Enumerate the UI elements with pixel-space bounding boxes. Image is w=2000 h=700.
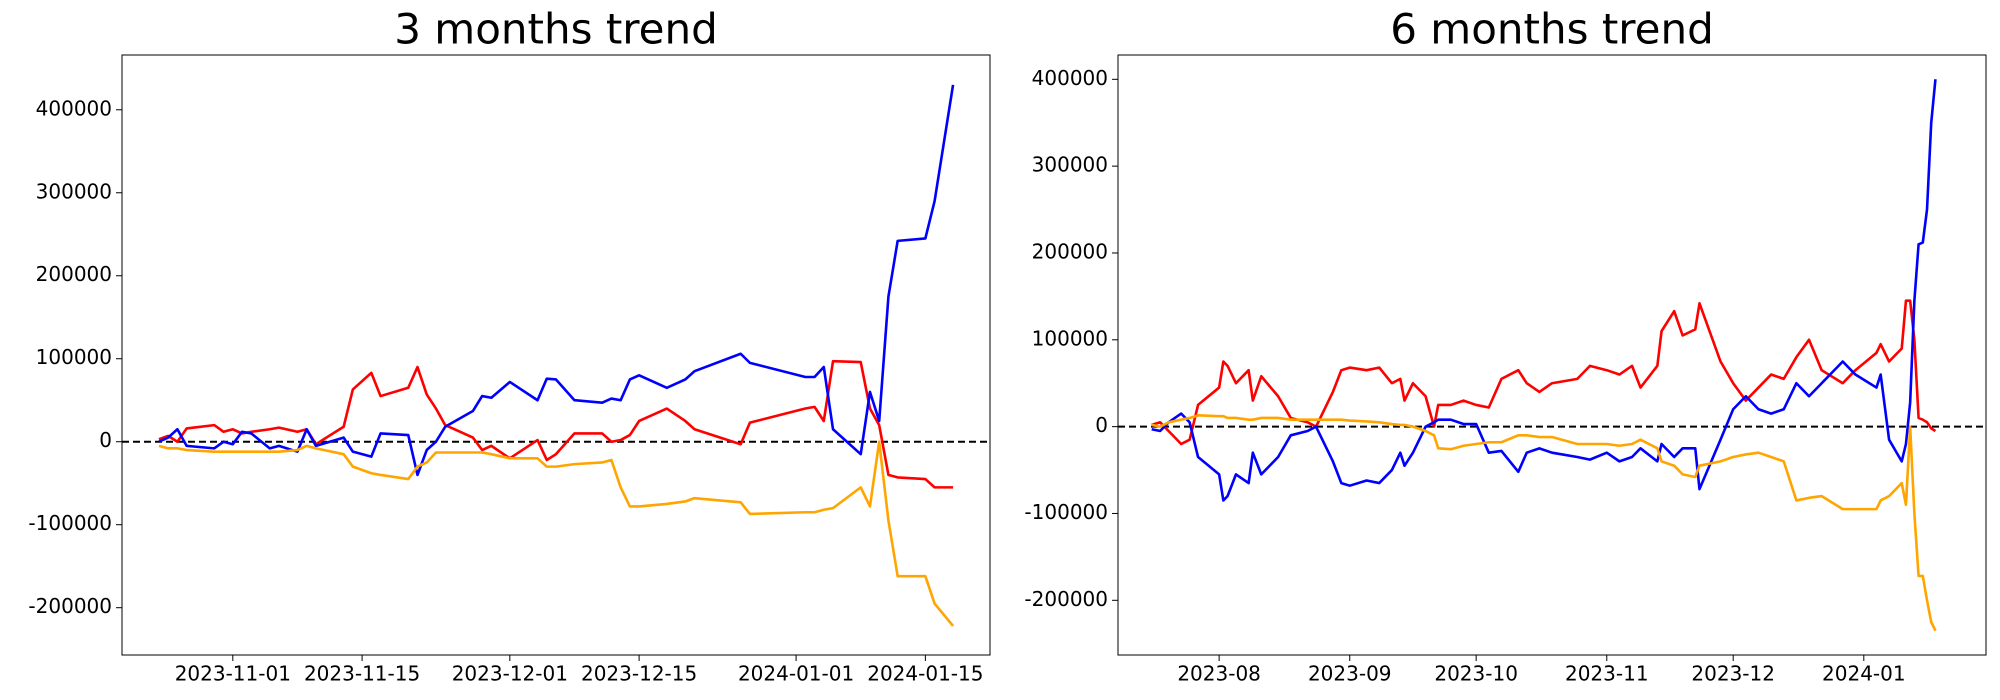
x-tick-label: 2023-09: [1308, 662, 1392, 686]
x-tick-label: 2023-12: [1691, 662, 1775, 686]
y-tick-label: 0: [99, 428, 112, 452]
y-tick-label: -200000: [1024, 587, 1108, 611]
y-tick-label: 0: [1095, 413, 1108, 437]
y-tick-label: -200000: [28, 594, 112, 618]
y-tick-label: 100000: [36, 345, 112, 369]
x-tick-label: 2023-08: [1177, 662, 1261, 686]
y-tick-label: 200000: [36, 262, 112, 286]
y-tick-label: 400000: [36, 96, 112, 120]
plot-frame: [1117, 54, 1987, 656]
y-tick-label: 300000: [1032, 153, 1108, 177]
x-tick-label: 2023-11: [1565, 662, 1649, 686]
x-tick-label: 2023-11-01: [175, 662, 291, 686]
series-line: [1151, 414, 1937, 632]
y-tick-label: 100000: [1032, 326, 1108, 350]
series-line: [1151, 79, 1937, 502]
y-tick-label: -100000: [1024, 500, 1108, 524]
y-tick-label: 300000: [36, 179, 112, 203]
x-tick-label: 2024-01-01: [738, 662, 854, 686]
series-line: [1151, 299, 1937, 446]
series-line: [158, 440, 955, 627]
y-tick-label: -100000: [28, 511, 112, 535]
x-tick-label: 2023-10: [1434, 662, 1518, 686]
y-tick-label: 200000: [1032, 239, 1108, 263]
y-tick-label: 400000: [1032, 66, 1108, 90]
x-tick-label: 2023-12-15: [581, 662, 697, 686]
plot-frame: [121, 54, 991, 656]
x-tick-label: 2024-01-15: [867, 662, 983, 686]
chart-title: 6 months trend: [1390, 5, 1714, 54]
x-tick-label: 2023-12-01: [452, 662, 568, 686]
series-line: [158, 84, 955, 477]
chart-title: 3 months trend: [394, 5, 718, 54]
x-tick-label: 2024-01: [1822, 662, 1906, 686]
x-tick-label: 2023-11-15: [304, 662, 420, 686]
